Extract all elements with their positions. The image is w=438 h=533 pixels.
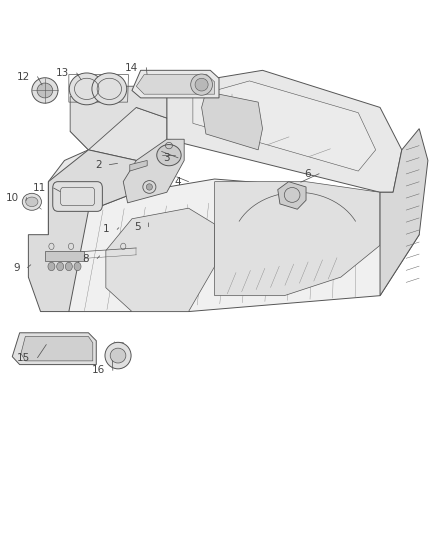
Text: 3: 3 — [164, 153, 170, 163]
Ellipse shape — [26, 197, 38, 207]
Polygon shape — [136, 75, 215, 94]
Polygon shape — [70, 86, 167, 150]
Polygon shape — [278, 182, 306, 209]
Circle shape — [48, 262, 55, 271]
Text: 2: 2 — [95, 160, 102, 169]
FancyBboxPatch shape — [53, 182, 102, 212]
Polygon shape — [21, 336, 93, 361]
Polygon shape — [48, 179, 419, 312]
Ellipse shape — [157, 144, 181, 166]
Polygon shape — [215, 182, 380, 296]
Ellipse shape — [37, 83, 53, 98]
Polygon shape — [193, 81, 376, 171]
Text: 11: 11 — [32, 183, 46, 193]
Text: 16: 16 — [92, 366, 105, 375]
Polygon shape — [12, 333, 96, 365]
Text: 4: 4 — [174, 176, 181, 187]
Ellipse shape — [22, 193, 42, 211]
Text: 6: 6 — [305, 169, 311, 179]
Text: 15: 15 — [17, 353, 30, 362]
Polygon shape — [70, 108, 167, 171]
Polygon shape — [130, 160, 147, 171]
Circle shape — [74, 262, 81, 271]
Text: 1: 1 — [102, 224, 110, 235]
Ellipse shape — [105, 342, 131, 369]
Circle shape — [65, 262, 72, 271]
Ellipse shape — [92, 73, 127, 105]
Ellipse shape — [110, 348, 126, 363]
Polygon shape — [48, 150, 136, 235]
Polygon shape — [201, 92, 262, 150]
Polygon shape — [106, 208, 215, 312]
Circle shape — [57, 262, 64, 271]
Ellipse shape — [195, 78, 208, 91]
Text: 13: 13 — [56, 68, 69, 78]
FancyBboxPatch shape — [45, 251, 84, 261]
Ellipse shape — [69, 73, 104, 105]
Polygon shape — [123, 139, 184, 203]
Ellipse shape — [191, 74, 212, 95]
Text: 10: 10 — [6, 192, 19, 203]
Text: 8: 8 — [83, 254, 89, 263]
Text: 14: 14 — [125, 63, 138, 72]
Ellipse shape — [32, 78, 58, 103]
Polygon shape — [380, 128, 428, 296]
Polygon shape — [132, 70, 219, 98]
Text: 5: 5 — [134, 222, 141, 232]
Polygon shape — [167, 70, 402, 192]
Text: 12: 12 — [17, 71, 30, 82]
Ellipse shape — [146, 184, 152, 190]
Text: 9: 9 — [13, 263, 20, 272]
Polygon shape — [28, 150, 149, 312]
